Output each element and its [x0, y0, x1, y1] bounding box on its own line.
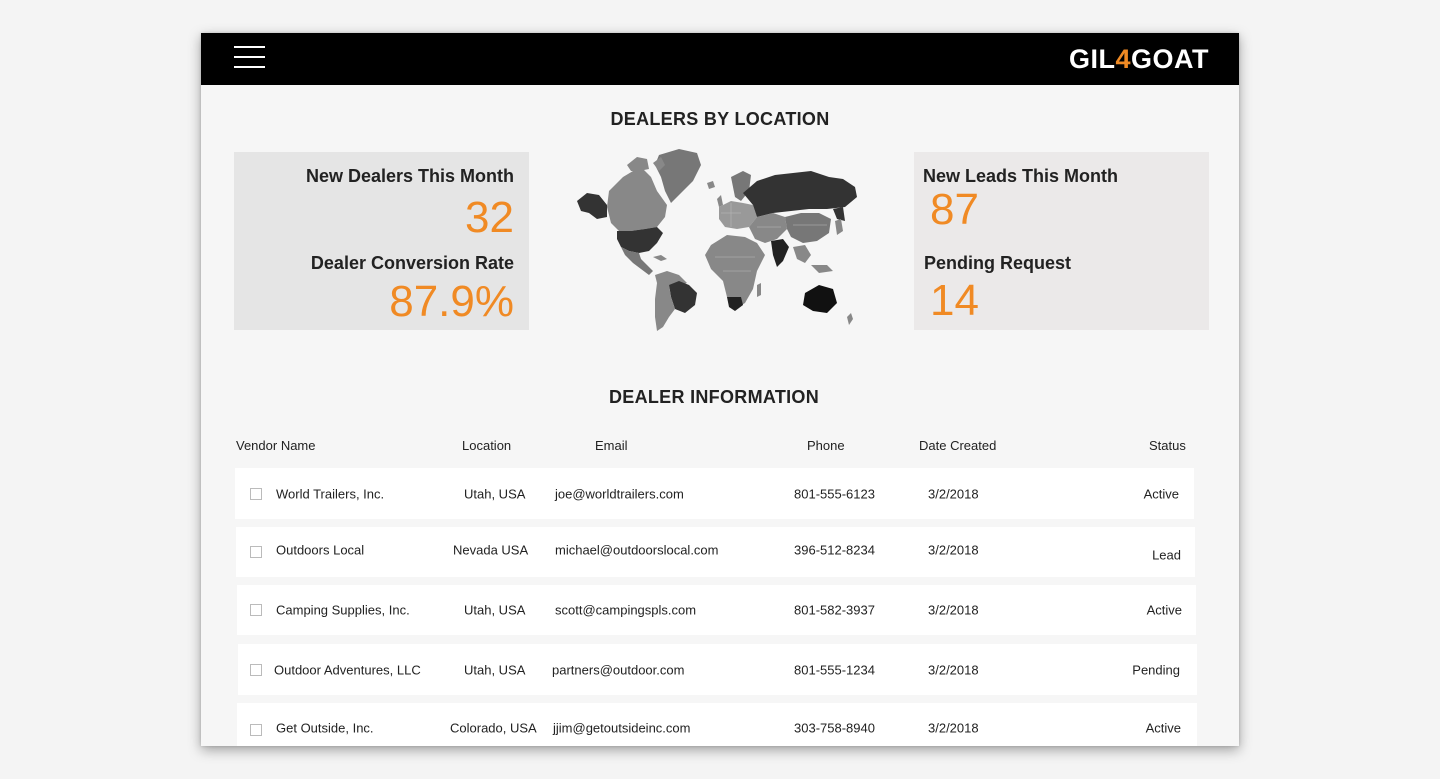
map-region-europe[interactable] — [719, 201, 757, 229]
map-region-iceland-uk[interactable] — [707, 181, 723, 207]
brand-logo[interactable]: GIL4GOAT — [1069, 45, 1209, 73]
table-row[interactable]: World Trailers, Inc. Utah, USA joe@world… — [235, 468, 1194, 519]
map-region-greenland[interactable] — [655, 149, 701, 203]
new-leads-value: 87 — [930, 185, 979, 234]
vendor-name: World Trailers, Inc. — [276, 486, 385, 501]
map-region-usa[interactable] — [617, 227, 663, 253]
map-region-southeast-asia[interactable] — [793, 245, 833, 273]
map-region-mexico[interactable] — [621, 247, 653, 275]
status-badge: Active — [1146, 602, 1182, 618]
status-badge: Active — [1143, 486, 1179, 501]
new-dealers-value: 32 — [465, 193, 514, 242]
map-region-kamchatka[interactable] — [833, 207, 845, 221]
vendor-location: Utah, USA — [464, 486, 526, 501]
map-region-new-zealand[interactable] — [847, 313, 853, 325]
dealer-information-title: DEALER INFORMATION — [608, 387, 820, 407]
vendor-email[interactable]: jjim@getoutsideinc.com — [553, 720, 691, 736]
vendor-phone: 801-555-1234 — [794, 662, 875, 677]
vendor-email[interactable]: michael@outdoorslocal.com — [555, 542, 719, 557]
map-region-madagascar[interactable] — [757, 283, 761, 297]
vendor-location: Utah, USA — [464, 602, 526, 618]
map-region-arctic-islands[interactable] — [627, 157, 665, 171]
date-created: 3/2/2018 — [928, 720, 979, 736]
lead-stats-panel: New Leads This Month 87 Pending Request … — [914, 152, 1209, 330]
map-region-japan[interactable] — [835, 219, 843, 235]
world-map[interactable] — [571, 147, 861, 333]
map-region-africa[interactable] — [705, 235, 765, 309]
row-checkbox[interactable] — [250, 487, 262, 500]
map-region-india[interactable] — [771, 239, 789, 267]
status-badge: Pending — [1132, 662, 1180, 677]
dealer-stats-panel: New Dealers This Month 32 Dealer Convers… — [234, 152, 529, 330]
map-region-south-africa[interactable] — [727, 297, 743, 311]
table-row[interactable]: Outdoor Adventures, LLC Utah, USA partne… — [238, 644, 1197, 695]
column-header-status[interactable]: Status — [1149, 438, 1186, 453]
vendor-location: Colorado, USA — [450, 720, 537, 736]
map-region-alaska[interactable] — [577, 193, 607, 219]
status-badge: Lead — [1152, 547, 1181, 562]
vendor-email[interactable]: scott@campingspls.com — [555, 602, 697, 618]
table-row[interactable]: Outdoors Local Nevada USA michael@outdoo… — [236, 527, 1195, 577]
app-window: GIL4GOAT DEALERS BY LOCATION New Dealers… — [201, 33, 1239, 746]
vendor-email[interactable]: partners@outdoor.com — [552, 662, 685, 677]
map-region-china[interactable] — [785, 213, 831, 243]
vendor-phone: 801-555-6123 — [794, 486, 875, 501]
logo-text-start: GIL — [1068, 44, 1116, 74]
column-header-phone[interactable]: Phone — [807, 438, 845, 453]
column-header-location[interactable]: Location — [462, 438, 512, 453]
vendor-email[interactable]: joe@worldtrailers.com — [555, 486, 684, 501]
vendor-phone: 303-758-8940 — [794, 720, 875, 736]
column-header-date-created[interactable]: Date Created — [919, 438, 997, 453]
row-checkbox[interactable] — [250, 724, 262, 736]
conversion-rate-label: Dealer Conversion Rate — [310, 253, 514, 273]
dealers-by-location-title: DEALERS BY LOCATION — [610, 109, 830, 129]
pending-request-label: Pending Request — [924, 253, 1072, 273]
conversion-rate-value: 87.9% — [389, 277, 514, 326]
vendor-location: Nevada USA — [453, 542, 529, 557]
column-header-vendor[interactable]: Vendor Name — [236, 438, 316, 453]
row-checkbox[interactable] — [250, 663, 262, 676]
map-region-russia[interactable] — [743, 171, 857, 217]
map-region-middle-east[interactable] — [749, 213, 787, 243]
map-region-caribbean[interactable] — [653, 255, 667, 261]
vendor-location: Utah, USA — [464, 662, 526, 677]
row-checkbox[interactable] — [250, 604, 262, 616]
hamburger-icon[interactable] — [234, 46, 266, 70]
new-dealers-label: New Dealers This Month — [305, 166, 514, 186]
date-created: 3/2/2018 — [928, 662, 979, 677]
row-checkbox[interactable] — [250, 546, 262, 558]
map-region-australia[interactable] — [803, 285, 837, 313]
vendor-name: Outdoors Local — [276, 542, 365, 557]
new-leads-label: New Leads This Month — [923, 166, 1119, 186]
vendor-phone: 396-512-8234 — [794, 542, 875, 557]
map-region-south-america-south[interactable] — [655, 283, 675, 331]
map-region-canada[interactable] — [607, 169, 667, 231]
pending-request-value: 14 — [930, 276, 979, 325]
country-borders — [715, 203, 827, 272]
vendor-name: Get Outside, Inc. — [276, 720, 374, 736]
vendor-phone: 801-582-3937 — [794, 602, 875, 618]
table-row[interactable]: Camping Supplies, Inc. Utah, USA scott@c… — [237, 585, 1196, 635]
vendor-name: Outdoor Adventures, LLC — [274, 662, 421, 677]
vendor-name: Camping Supplies, Inc. — [276, 602, 410, 618]
table-row[interactable]: Get Outside, Inc. Colorado, USA jjim@get… — [237, 703, 1197, 746]
logo-accent: 4 — [1115, 44, 1131, 74]
top-navigation-bar: GIL4GOAT — [201, 33, 1239, 85]
map-region-brazil[interactable] — [669, 281, 697, 313]
table-header: Vendor Name Location Email Phone Date Cr… — [201, 438, 1239, 458]
column-header-email[interactable]: Email — [595, 438, 628, 453]
logo-text-end: GOAT — [1131, 44, 1209, 74]
date-created: 3/2/2018 — [928, 542, 979, 557]
status-badge: Active — [1145, 720, 1181, 736]
date-created: 3/2/2018 — [928, 602, 979, 618]
date-created: 3/2/2018 — [928, 486, 979, 501]
